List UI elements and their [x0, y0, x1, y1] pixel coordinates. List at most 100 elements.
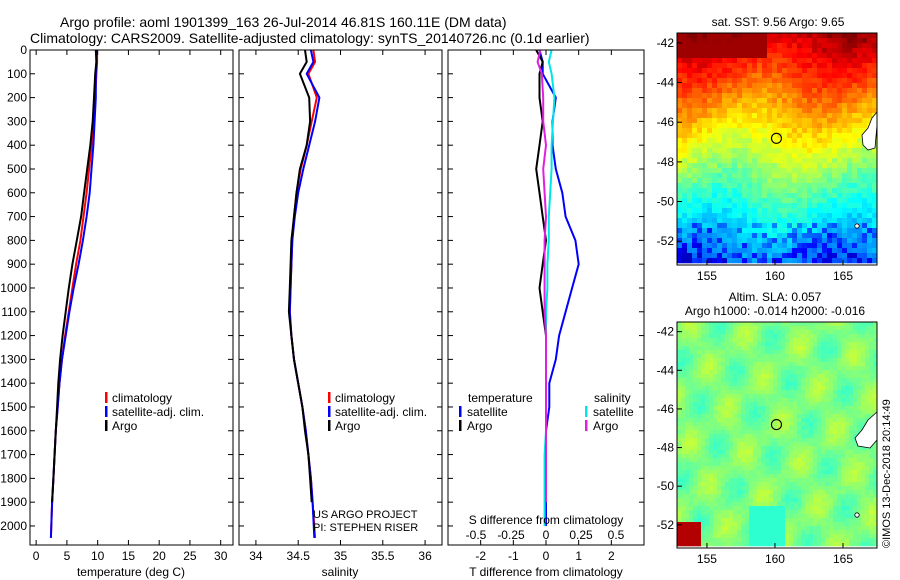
heatmap-cell — [681, 354, 686, 359]
heatmap-cell — [677, 133, 683, 139]
heatmap-cell — [705, 374, 710, 379]
heatmap-cell — [852, 108, 858, 114]
heatmap-cell — [822, 253, 828, 259]
heatmap-cell — [712, 88, 718, 94]
heatmap-cell — [732, 33, 738, 39]
heatmap-cell — [802, 163, 808, 169]
heatmap-cell — [677, 378, 682, 383]
heatmap-cell — [872, 58, 878, 64]
heatmap-cell — [777, 133, 783, 139]
heatmap-cell — [817, 494, 822, 499]
heatmap-cell — [709, 478, 714, 483]
heatmap-cell — [702, 48, 708, 54]
heatmap-cell — [853, 534, 858, 539]
heatmap-cell — [817, 426, 822, 431]
heatmap-cell — [857, 502, 862, 507]
heatmap-cell — [762, 103, 768, 109]
heatmap-cell — [737, 374, 742, 379]
lon-tick-label: 160 — [765, 552, 785, 566]
heatmap-cell — [869, 350, 874, 355]
heatmap-cell — [861, 474, 866, 479]
heatmap-cell — [781, 510, 786, 515]
heatmap-cell — [697, 243, 703, 249]
heatmap-cell — [692, 78, 698, 84]
heatmap-cell — [725, 446, 730, 451]
heatmap-cell — [682, 113, 688, 119]
heatmap-cell — [702, 208, 708, 214]
heatmap-cell — [737, 402, 742, 407]
heatmap-cell — [677, 426, 682, 431]
heatmap-cell — [729, 378, 734, 383]
heatmap-cell — [865, 354, 870, 359]
heatmap-cell — [827, 183, 833, 189]
heatmap-cell — [832, 53, 838, 59]
heatmap-cell — [722, 238, 728, 244]
heatmap-cell — [853, 450, 858, 455]
heatmap-cell — [805, 326, 810, 331]
heatmap-cell — [742, 63, 748, 69]
heatmap-cell — [813, 542, 818, 547]
heatmap-cell — [852, 148, 858, 154]
heatmap-cell — [752, 188, 758, 194]
heatmap-cell — [809, 430, 814, 435]
heatmap-cell — [857, 542, 862, 547]
heatmap-cell — [802, 158, 808, 164]
heatmap-cell — [862, 243, 868, 249]
heatmap-cell — [681, 522, 686, 527]
heatmap-cell — [712, 173, 718, 179]
heatmap-cell — [789, 386, 794, 391]
heatmap-cell — [761, 322, 766, 327]
heatmap-cell — [717, 258, 723, 264]
heatmap-cell — [797, 362, 802, 367]
heatmap-cell — [753, 398, 758, 403]
heatmap-cell — [832, 98, 838, 104]
heatmap-cell — [857, 48, 863, 54]
x-tick-label: -1 — [508, 549, 519, 563]
heatmap-cell — [789, 338, 794, 343]
heatmap-cell — [781, 346, 786, 351]
heatmap-cell — [837, 458, 842, 463]
heatmap-cell — [853, 358, 858, 363]
heatmap-cell — [805, 378, 810, 383]
legend-swatch-t-argo — [459, 420, 462, 431]
heatmap-cell — [852, 168, 858, 174]
heatmap-cell — [685, 342, 690, 347]
heatmap-cell — [737, 382, 742, 387]
heatmap-cell — [717, 362, 722, 367]
heatmap-cell — [817, 73, 823, 79]
heatmap-cell — [809, 398, 814, 403]
heatmap-cell — [709, 334, 714, 339]
heatmap-cell — [681, 466, 686, 471]
heatmap-cell — [833, 418, 838, 423]
heatmap-cell — [841, 342, 846, 347]
heatmap-cell — [772, 213, 778, 219]
heatmap-cell — [677, 502, 682, 507]
heatmap-cell — [713, 402, 718, 407]
heatmap-cell — [729, 358, 734, 363]
heatmap-cell — [812, 233, 818, 239]
heatmap-cell — [837, 78, 843, 84]
heatmap-cell — [872, 33, 878, 39]
heatmap-cell — [713, 334, 718, 339]
heatmap-cell — [817, 402, 822, 407]
legend-swatch-s-argo — [585, 420, 588, 431]
heatmap-cell — [852, 118, 858, 124]
heatmap-cell — [733, 394, 738, 399]
heatmap-cell — [737, 58, 743, 64]
heatmap-cell — [841, 426, 846, 431]
x-tick-label: 35 — [334, 549, 348, 563]
heatmap-cell — [729, 466, 734, 471]
heatmap-cell — [837, 68, 843, 74]
heatmap-cell — [682, 48, 688, 54]
heatmap-cell — [813, 394, 818, 399]
heatmap-cell — [732, 113, 738, 119]
heatmap-cell — [862, 188, 868, 194]
heatmap-cell — [792, 208, 798, 214]
heatmap-cell — [721, 502, 726, 507]
heatmap-cell — [737, 128, 743, 134]
heatmap-cell — [817, 123, 823, 129]
heatmap-cell — [722, 113, 728, 119]
heatmap-cell — [677, 510, 682, 515]
heatmap-cell — [767, 158, 773, 164]
heatmap-cell — [773, 390, 778, 395]
